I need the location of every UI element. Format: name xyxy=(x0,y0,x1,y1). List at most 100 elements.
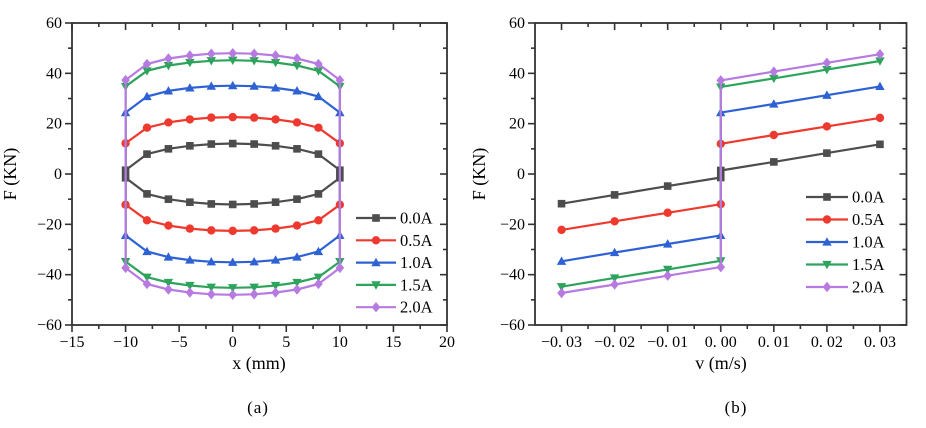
diamond-marker-icon xyxy=(228,48,238,59)
triangle-up-marker-icon xyxy=(609,247,620,257)
diamond-marker-icon xyxy=(142,278,152,290)
triangle-up-marker-icon xyxy=(662,239,673,248)
legend-item-0.5A: 0.5A xyxy=(806,210,885,229)
square-marker-icon xyxy=(271,142,280,150)
triangle-up-marker-icon xyxy=(270,83,281,92)
chart-b-force-velocity: −0. 03 −0. 02 −0. 01 0. 00 0. 01 0. 02 0. 03 60… xyxy=(469,15,908,374)
circle-marker-icon xyxy=(228,226,237,236)
legend: 0.0A 0.5A 1.0A 1.5A 2.0A xyxy=(356,209,433,317)
triangle-up-marker-icon xyxy=(185,83,195,92)
circle-marker-icon xyxy=(271,224,280,233)
legend-label: 1.5A xyxy=(400,275,433,294)
triangle-up-marker-icon xyxy=(163,252,174,261)
y-tick-label: −20 xyxy=(37,216,62,233)
square-marker-icon xyxy=(557,199,566,208)
legend-item-1.5A: 1.5A xyxy=(806,255,885,274)
axes: −15 −10 −5 0 5 10 15 20 60 40 20 0 −20 −40 −60 xyxy=(37,15,455,351)
circle-marker-icon xyxy=(314,123,323,132)
triangle-down-marker-icon xyxy=(292,278,302,288)
diamond-marker-icon xyxy=(875,49,885,60)
legend-item-0.0A: 0.0A xyxy=(806,188,885,207)
diamond-marker-icon xyxy=(164,284,173,295)
triangle-up-marker-icon xyxy=(769,99,779,108)
triangle-up-marker-icon xyxy=(228,80,238,90)
square-marker-icon xyxy=(293,195,301,203)
square-marker-icon xyxy=(143,190,151,198)
triangle-down-marker-icon xyxy=(163,61,174,71)
circle-marker-icon xyxy=(207,226,216,235)
y-tick-label: 60 xyxy=(509,15,525,32)
triangle-up-marker-icon xyxy=(185,255,195,264)
y-axis-title: F (KN) xyxy=(469,148,490,201)
square-marker-icon xyxy=(314,150,323,158)
legend-label: 0.5A xyxy=(400,231,433,250)
triangle-down-marker-icon xyxy=(249,283,259,293)
legend-label: 2.0A xyxy=(400,298,433,317)
plot-series xyxy=(556,49,885,299)
diamond-marker-icon xyxy=(271,50,280,61)
square-marker-icon xyxy=(250,200,258,208)
square-marker-icon xyxy=(207,140,216,148)
triangle-down-marker-icon xyxy=(228,284,238,293)
triangle-down-marker-icon xyxy=(185,58,195,68)
series-0.0A xyxy=(121,139,344,209)
diamond-marker-icon xyxy=(557,287,566,299)
square-marker-icon xyxy=(876,140,884,149)
triangle-up-marker-icon xyxy=(249,81,259,90)
x-tick-label: −0. 01 xyxy=(647,334,688,351)
diamond-marker-icon xyxy=(314,58,323,70)
triangle-up-marker-icon xyxy=(206,257,216,266)
series-line xyxy=(561,53,881,295)
x-tick-label: 0. 00 xyxy=(705,334,737,351)
triangle-up-marker-icon xyxy=(142,246,152,256)
diamond-marker-icon xyxy=(185,287,195,298)
diamond-marker-icon xyxy=(292,53,302,64)
triangle-down-marker-icon xyxy=(769,74,779,84)
square-marker-icon xyxy=(207,200,216,208)
y-tick-label: 0 xyxy=(54,166,62,183)
legend-item-1.0A: 1.0A xyxy=(356,253,433,272)
x-tick-label: −0. 03 xyxy=(541,334,582,351)
circle-marker-icon xyxy=(185,115,195,124)
square-marker-icon xyxy=(228,139,237,148)
x-tick-label: 0. 02 xyxy=(811,334,843,351)
diamond-marker-icon xyxy=(822,57,832,68)
circle-marker-icon xyxy=(875,113,885,123)
square-marker-icon xyxy=(823,149,831,157)
diamond-marker-icon xyxy=(121,74,130,86)
square-marker-icon xyxy=(314,190,323,198)
series-line xyxy=(124,116,341,232)
square-marker-icon xyxy=(164,145,173,153)
y-tick-label: 0 xyxy=(517,166,525,183)
square-marker-icon xyxy=(186,142,194,150)
square-marker-icon xyxy=(271,198,280,206)
triangle-down-marker-icon xyxy=(142,67,152,76)
series-1.0A xyxy=(120,80,345,266)
diamond-marker-icon xyxy=(335,262,345,274)
circle-marker-icon xyxy=(292,221,302,230)
circle-marker-icon xyxy=(663,208,672,217)
square-marker-icon xyxy=(823,193,831,201)
caption-b: (b) xyxy=(724,398,748,417)
diamond-marker-icon xyxy=(228,289,238,300)
triangle-up-marker-icon xyxy=(228,257,238,266)
x-axis-title: v (m/s) xyxy=(695,353,747,374)
legend-item-0.0A: 0.0A xyxy=(356,209,433,228)
triangle-up-marker-icon xyxy=(313,91,324,101)
x-tick-label: 15 xyxy=(385,334,401,351)
triangle-up-marker-icon xyxy=(822,90,832,99)
caption-a: (a) xyxy=(247,398,269,417)
x-tick-label: 0. 01 xyxy=(758,334,790,351)
triangle-down-marker-icon xyxy=(371,281,381,290)
circle-marker-icon xyxy=(769,130,779,140)
triangle-down-marker-icon xyxy=(185,281,195,291)
series-0.5A xyxy=(121,112,345,236)
x-tick-label: 0 xyxy=(229,334,237,351)
triangle-up-marker-icon xyxy=(142,91,152,101)
diamond-marker-icon xyxy=(142,58,152,70)
plot-series xyxy=(120,48,345,300)
diamond-marker-icon xyxy=(822,281,832,293)
diamond-marker-icon xyxy=(335,74,345,86)
diamond-marker-icon xyxy=(292,284,302,295)
square-marker-icon xyxy=(372,214,380,222)
